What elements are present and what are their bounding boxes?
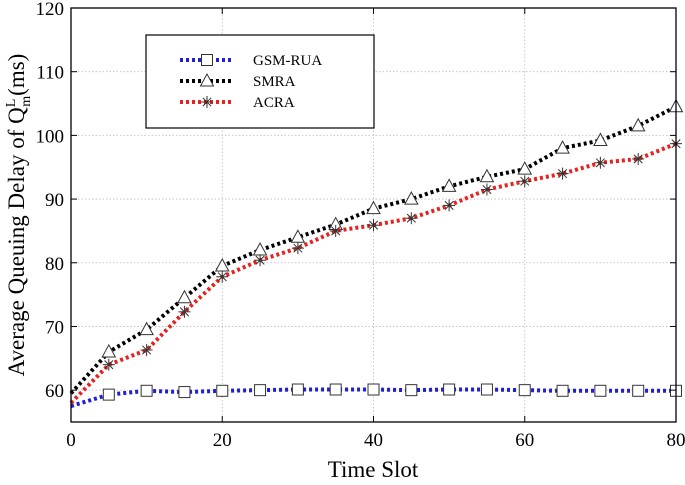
data-point-gsm-rua xyxy=(178,386,191,399)
data-point-acra xyxy=(556,167,569,180)
legend-box xyxy=(145,34,375,129)
data-point-smra xyxy=(593,132,608,146)
data-point-smra xyxy=(441,178,457,192)
x-tick-label: 20 xyxy=(213,430,232,451)
data-point-gsm-rua xyxy=(480,383,493,396)
data-point-gsm-rua xyxy=(216,384,229,397)
data-point-acra xyxy=(329,224,342,237)
data-point-gsm-rua xyxy=(367,383,380,396)
data-point-smra xyxy=(555,140,570,154)
data-point-smra xyxy=(214,257,230,272)
data-point-gsm-rua xyxy=(329,383,342,396)
y-tick-label: 120 xyxy=(36,0,65,20)
data-point-smra xyxy=(630,117,646,132)
data-point-gsm-rua xyxy=(632,384,645,397)
data-point-smra xyxy=(517,161,533,175)
data-point-acra xyxy=(594,156,607,169)
data-point-smra xyxy=(252,241,268,256)
data-point-smra xyxy=(479,168,495,183)
data-point-smra xyxy=(403,191,419,205)
y-tick-label: 100 xyxy=(36,126,65,147)
axis-ticks: 0 20 40 60 80 60 70 80 90 100 110 120 xyxy=(36,0,685,451)
y-tick-label: 110 xyxy=(36,63,64,84)
data-point-gsm-rua xyxy=(102,388,115,401)
data-point-acra xyxy=(291,242,304,255)
legend-label-acra: ACRA xyxy=(253,95,295,111)
legend-label-gsm-rua: GSM-RUA xyxy=(253,53,322,69)
x-axis-title: Time Slot xyxy=(328,457,419,482)
data-point-smra xyxy=(177,289,192,304)
data-point-gsm-rua xyxy=(443,383,456,396)
legend-marker-smra xyxy=(199,72,215,87)
y-axis-title-unit: (ms) xyxy=(4,54,29,96)
data-point-acra xyxy=(216,270,229,283)
y-tick-label: 80 xyxy=(45,254,64,275)
data-point-acra xyxy=(254,254,267,267)
data-point-gsm-rua xyxy=(291,383,304,396)
data-point-acra xyxy=(102,358,115,371)
data-point-acra xyxy=(443,199,456,212)
y-axis-title: Average Queuing Delay of QLm(ms) xyxy=(4,54,34,377)
series-line-gsm-rua xyxy=(70,387,676,408)
data-point-gsm-rua xyxy=(405,384,418,397)
legend-marker-gsm-rua xyxy=(201,54,213,66)
data-point-gsm-rua xyxy=(594,384,607,397)
data-point-gsm-rua xyxy=(140,384,153,397)
legend: GSM-RUA SMRA ACRA xyxy=(145,34,375,129)
data-point-acra xyxy=(367,219,380,232)
y-tick-label: 70 xyxy=(45,317,64,338)
series-layer xyxy=(69,98,684,408)
data-point-acra xyxy=(480,183,493,196)
data-point-acra xyxy=(518,175,531,188)
data-point-smra xyxy=(366,200,381,215)
data-point-acra xyxy=(178,305,191,318)
y-tick-label: 60 xyxy=(45,381,64,402)
x-tick-label: 0 xyxy=(66,430,76,451)
data-point-acra xyxy=(405,212,418,225)
series-line-acra xyxy=(69,141,677,405)
data-point-smra xyxy=(101,343,117,358)
x-tick-label: 80 xyxy=(667,430,685,451)
data-point-acra xyxy=(140,344,153,357)
data-point-gsm-rua xyxy=(518,384,531,397)
x-tick-label: 60 xyxy=(515,430,534,451)
data-point-gsm-rua xyxy=(254,384,267,397)
y-axis-title-sub: m xyxy=(19,96,34,107)
data-point-acra xyxy=(632,152,645,165)
legend-marker-acra xyxy=(201,96,213,108)
y-axis-title-main: Average Queuing Delay of Q xyxy=(4,107,29,376)
y-axis-title-sup: L xyxy=(4,99,19,108)
data-point-smra xyxy=(139,321,154,336)
legend-label-smra: SMRA xyxy=(253,74,296,90)
y-tick-label: 90 xyxy=(45,190,64,211)
x-tick-label: 40 xyxy=(364,430,383,451)
data-point-gsm-rua xyxy=(556,384,569,397)
